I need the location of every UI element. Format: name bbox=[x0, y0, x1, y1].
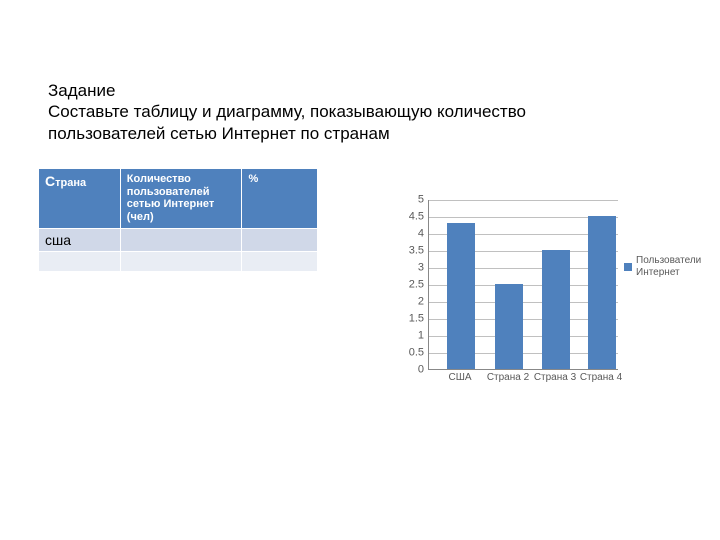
chart-ytick: 5 bbox=[380, 195, 424, 206]
table-header-count: Количество пользователей сетью Интернет … bbox=[120, 169, 242, 229]
chart-bar bbox=[495, 284, 523, 369]
chart-gridline bbox=[429, 200, 618, 201]
table-header-country: Страна bbox=[39, 169, 121, 229]
chart-bar bbox=[588, 216, 616, 369]
chart-ytick: 1 bbox=[380, 331, 424, 342]
chart-bar bbox=[447, 223, 475, 369]
chart-xtick: Страна 2 bbox=[487, 372, 529, 383]
task-block: Задание Составьте таблицу и диаграмму, п… bbox=[48, 80, 608, 144]
chart-ytick: 2 bbox=[380, 297, 424, 308]
chart-legend: Пользователи Интернет bbox=[624, 255, 701, 279]
table-cell-percent bbox=[242, 251, 318, 271]
chart-ytick: 0 bbox=[380, 365, 424, 376]
chart-plot-area bbox=[428, 200, 618, 370]
bar-chart: Пользователи Интернет 0 0.5 1 1.5 2 2.5 3 3.5 4 4… bbox=[380, 200, 710, 410]
chart-bar bbox=[542, 250, 570, 369]
chart-ytick: 4 bbox=[380, 229, 424, 240]
table-row bbox=[39, 251, 318, 271]
legend-label: Пользователи Интернет bbox=[636, 255, 701, 279]
table-header-percent: % bbox=[242, 169, 318, 229]
table-cell-country: сша bbox=[39, 228, 121, 251]
table-cell-count bbox=[120, 228, 242, 251]
chart-xtick: Страна 3 bbox=[534, 372, 576, 383]
chart-ytick: 3.5 bbox=[380, 246, 424, 257]
table-row: сша bbox=[39, 228, 318, 251]
chart-ytick: 4.5 bbox=[380, 212, 424, 223]
table-cell-country bbox=[39, 251, 121, 271]
data-table: Страна Количество пользователей сетью Ин… bbox=[38, 168, 318, 272]
chart-xtick: США bbox=[448, 372, 471, 383]
chart-ytick: 0.5 bbox=[380, 348, 424, 359]
chart-ytick: 1.5 bbox=[380, 314, 424, 325]
task-body: Составьте таблицу и диаграмму, показываю… bbox=[48, 101, 608, 144]
table-header-row: Страна Количество пользователей сетью Ин… bbox=[39, 169, 318, 229]
table-cell-count bbox=[120, 251, 242, 271]
chart-ytick: 3 bbox=[380, 263, 424, 274]
legend-swatch bbox=[624, 263, 632, 271]
task-title: Задание bbox=[48, 80, 608, 101]
page: Задание Составьте таблицу и диаграмму, п… bbox=[0, 0, 720, 540]
table-cell-percent bbox=[242, 228, 318, 251]
chart-xtick: Страна 4 bbox=[580, 372, 622, 383]
chart-ytick: 2.5 bbox=[380, 280, 424, 291]
